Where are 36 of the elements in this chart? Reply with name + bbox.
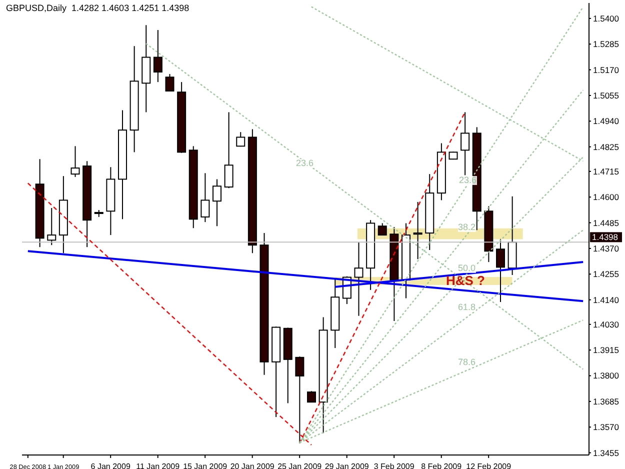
x-tick-label: 6 Jan 2009 xyxy=(90,462,131,469)
annotation: H&S ? xyxy=(446,273,485,288)
x-tick-label: 3 Feb 2009 xyxy=(374,462,415,469)
x-tick-label: 20 Jan 2009 xyxy=(230,462,275,469)
annotation: 38.2 xyxy=(458,222,476,232)
y-tick-label: 1.5285 xyxy=(593,39,620,50)
annotation: 61.8 xyxy=(458,302,476,312)
y-tick-label: 1.4825 xyxy=(593,142,620,152)
annotation: 23.6 xyxy=(296,158,314,168)
annotation: 23.6 xyxy=(459,175,477,185)
y-tick-label: 1.3455 xyxy=(593,448,620,458)
y-tick-label: 1.4030 xyxy=(593,319,620,330)
x-tick-label: 8 Feb 2009 xyxy=(421,462,462,469)
chart-title: GBPUSD,Daily 1.4282 1.4603 1.4251 1.4398 xyxy=(6,3,190,13)
y-tick-label: 1.4370 xyxy=(593,243,620,254)
y-tick-label: 1.4940 xyxy=(593,116,620,126)
y-tick-label: 1.3570 xyxy=(593,422,620,432)
annotation: 50.0 xyxy=(458,263,476,273)
y-tick-label: 1.5170 xyxy=(593,64,620,75)
y-tick-label: 1.3915 xyxy=(593,345,620,356)
y-tick-label: 1.4255 xyxy=(593,269,620,280)
x-tick-label: 12 Feb 2009 xyxy=(466,462,512,469)
y-tick-label: 1.5400 xyxy=(593,13,620,24)
x-tick-label: 29 Jan 2009 xyxy=(324,462,370,469)
y-tick-label: 1.4600 xyxy=(593,192,620,202)
y-tick-label: 1.5055 xyxy=(593,90,620,100)
y-tick-label: 1.4715 xyxy=(593,166,620,176)
y-tick-label: 1.3800 xyxy=(593,370,620,381)
x-tick-label: 25 Jan 2009 xyxy=(278,462,322,469)
x-tick-label: 11 Jan 2009 xyxy=(136,462,180,469)
x-tick-label: 15 Jan 2009 xyxy=(183,462,228,469)
y-tick-label: 1.4140 xyxy=(593,294,620,305)
y-tick-label: 1.3685 xyxy=(593,396,620,406)
y-tick-label: 1.4485 xyxy=(593,218,620,228)
annotation: 78.6 xyxy=(458,357,476,367)
ref-line-label: 1.4398 xyxy=(592,232,618,242)
